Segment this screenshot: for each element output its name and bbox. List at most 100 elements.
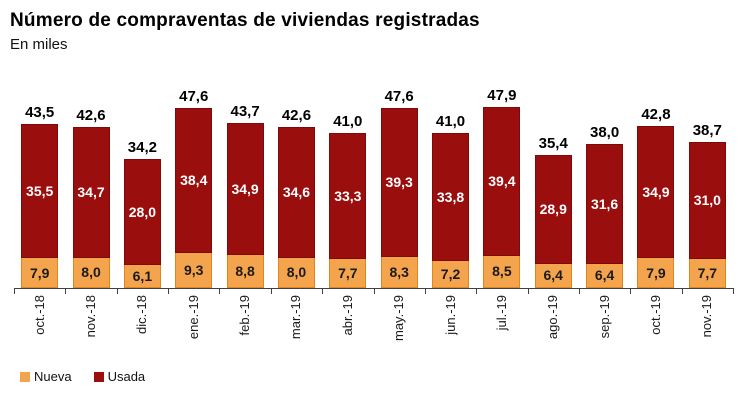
- x-axis-label: jul.-19: [493, 295, 509, 331]
- total-label: 43,5: [25, 103, 55, 121]
- total-label: 41,0: [435, 113, 466, 131]
- x-axis-label: jun.-19: [442, 295, 458, 335]
- x-axis-tick: [219, 289, 221, 294]
- x-axis-tick: [630, 289, 632, 294]
- x-axis-tick: [578, 289, 580, 294]
- bar-column: 35,4 28,9 6,4: [528, 135, 579, 288]
- nueva-swatch-icon: [20, 371, 30, 382]
- x-axis-tick: [322, 289, 324, 294]
- nueva-segment: 8,5: [483, 255, 521, 288]
- x-axis-label: dic.-18: [134, 295, 150, 335]
- x-axis-label: abr.-19: [339, 295, 355, 336]
- bar-column: 41,0 33,8 7,2: [425, 113, 476, 288]
- bar-column: 34,2 28,0 6,1: [117, 139, 168, 288]
- legend-item-nueva: Nueva: [20, 369, 72, 384]
- x-axis-tick: [681, 289, 683, 294]
- stacked-bar: 34,9 7,9: [637, 126, 675, 288]
- total-label: 34,2: [127, 139, 157, 157]
- total-label: 47,9: [487, 86, 517, 104]
- x-axis-label: ago.-19: [545, 295, 561, 340]
- x-axis-label: oct.-19: [647, 295, 663, 335]
- x-axis-tick: [65, 289, 67, 294]
- legend-item-usada: Usada: [93, 369, 146, 384]
- x-axis-label: nov.-19: [699, 295, 715, 338]
- stacked-bar: 38,4 9,3: [175, 107, 213, 288]
- stacked-bar: 33,8 7,2: [432, 133, 470, 288]
- bar-column: 43,7 34,9 8,8: [219, 103, 270, 288]
- x-axis-label: may.-19: [391, 295, 407, 341]
- stacked-bar: 31,6 6,4: [586, 144, 624, 288]
- stacked-bar: 35,5 7,9: [21, 123, 59, 288]
- stacked-bar: 34,7 8,0: [72, 126, 110, 288]
- x-axis-label: oct.-18: [31, 295, 47, 335]
- nueva-segment: 8,0: [277, 257, 315, 288]
- bar-column: 47,6 38,4 9,3: [168, 88, 219, 288]
- total-label: 42,6: [76, 106, 106, 124]
- nueva-segment: 8,0: [72, 257, 110, 288]
- bar-column: 42,8 34,9 7,9: [630, 106, 681, 288]
- usada-segment: 28,0: [123, 159, 161, 265]
- usada-segment: 34,9: [226, 122, 264, 255]
- usada-segment: 28,9: [534, 154, 572, 264]
- usada-segment: 33,8: [432, 133, 470, 261]
- nueva-segment: 7,9: [21, 258, 59, 288]
- stacked-bar: 39,4 8,5: [483, 106, 521, 288]
- total-label: 42,6: [281, 106, 312, 124]
- nueva-segment: 6,4: [534, 263, 572, 288]
- usada-segment: 34,7: [72, 126, 110, 258]
- bar-column: 41,0 33,3 7,7: [322, 113, 373, 288]
- usada-segment: 31,6: [586, 144, 624, 264]
- usada-segment: 34,6: [277, 126, 315, 258]
- stacked-bar: 28,9 6,4: [534, 154, 572, 288]
- x-axis-label: mar.-19: [288, 295, 304, 340]
- x-axis-tick: [476, 289, 478, 294]
- stacked-bar: 33,3 7,7: [329, 133, 367, 288]
- nueva-segment: 6,1: [123, 264, 161, 288]
- nueva-segment: 7,7: [329, 258, 367, 288]
- chart-title: Número de compraventas de viviendas regi…: [10, 10, 480, 31]
- total-label: 41,0: [333, 113, 363, 131]
- x-axis-label: nov.-18: [83, 295, 99, 338]
- usada-segment: 39,3: [380, 108, 418, 257]
- usada-swatch-icon: [93, 371, 104, 382]
- total-label: 38,7: [692, 121, 722, 139]
- x-axis-label: sep.-19: [596, 295, 612, 339]
- stacked-bar: 31,0 7,7: [688, 141, 726, 288]
- chart-subtitle: En miles: [10, 36, 68, 53]
- bar-column: 47,6 39,3 8,3: [374, 88, 425, 288]
- usada-segment: 31,0: [688, 141, 726, 259]
- usada-segment: 35,5: [21, 123, 59, 259]
- x-axis-label: ene.-19: [185, 295, 201, 340]
- x-axis-tick: [733, 289, 734, 294]
- nueva-segment: 6,4: [586, 263, 624, 288]
- nueva-segment: 8,3: [380, 256, 418, 288]
- nueva-segment: 9,3: [175, 252, 213, 288]
- x-axis-line: [14, 288, 734, 289]
- bar-column: 38,7 31,0 7,7: [682, 122, 733, 288]
- stacked-bar: 34,9 8,8: [226, 122, 264, 288]
- nueva-segment: 8,8: [226, 254, 264, 288]
- x-axis-tick: [116, 289, 118, 294]
- bar-column: 42,6 34,6 8,0: [271, 107, 322, 288]
- x-axis-tick: [270, 289, 272, 294]
- x-axis-tick: [527, 289, 529, 294]
- bar-column: 47,9 39,4 8,5: [476, 87, 527, 288]
- x-axis-tick: [168, 289, 170, 294]
- stacked-bar: 34,6 8,0: [277, 126, 315, 288]
- usada-segment: 34,9: [637, 126, 675, 259]
- total-label: 47,6: [384, 88, 414, 106]
- x-axis-tick: [373, 289, 375, 294]
- legend-label-usada: Usada: [107, 369, 146, 384]
- bar-column: 43,5 35,5 7,9: [14, 104, 65, 288]
- stacked-bar: 39,3 8,3: [380, 108, 418, 288]
- usada-segment: 39,4: [483, 106, 521, 256]
- total-label: 35,4: [538, 134, 568, 152]
- total-label: 43,7: [230, 102, 260, 120]
- usada-segment: 38,4: [175, 107, 213, 253]
- legend-label-nueva: Nueva: [34, 369, 72, 384]
- nueva-segment: 7,9: [637, 258, 675, 288]
- x-axis-tick: [424, 289, 426, 294]
- bar-column: 38,0 31,6 6,4: [579, 124, 630, 288]
